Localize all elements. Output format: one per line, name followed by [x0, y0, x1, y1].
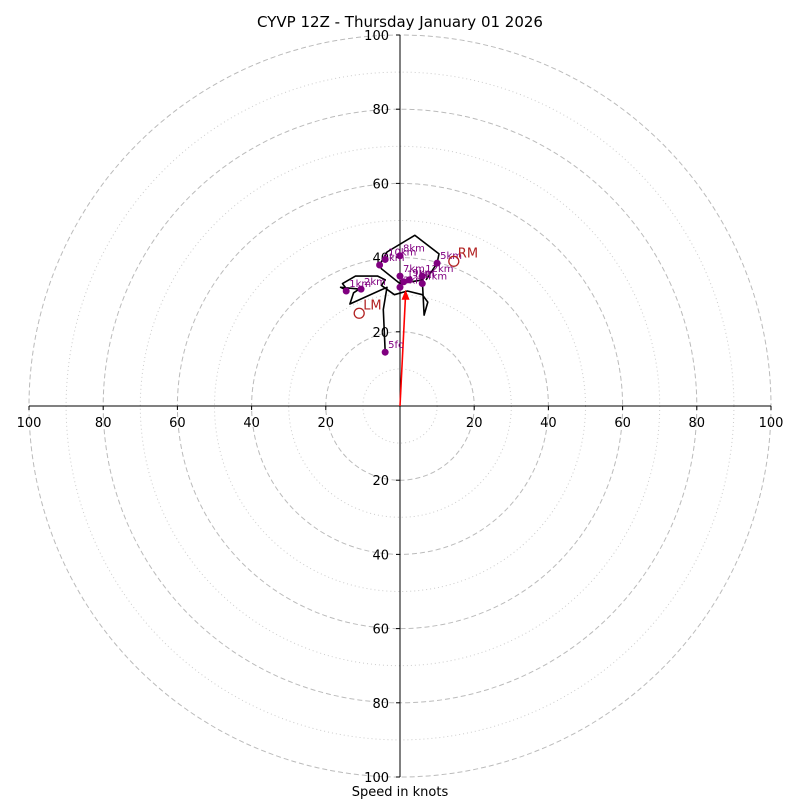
- storm-motion-label: LM: [363, 298, 381, 313]
- height-point: [418, 280, 426, 288]
- mean-wind-arrow-shaft: [399, 294, 407, 407]
- height-label: 2km: [364, 277, 386, 288]
- x-tick-label: 20: [466, 416, 483, 431]
- y-tick-label: 20: [372, 326, 389, 341]
- x-tick-label: 80: [95, 416, 112, 431]
- height-point: [396, 272, 404, 280]
- y-tick-label: 100: [364, 29, 389, 44]
- height-point: [433, 259, 441, 267]
- height-point: [376, 261, 384, 269]
- x-tick-label: 20: [318, 416, 335, 431]
- height-label: 5fc: [388, 340, 403, 351]
- height-point: [357, 285, 365, 293]
- height-point: [381, 348, 389, 356]
- height-point: [418, 272, 426, 280]
- storm-motion-point: [353, 307, 365, 319]
- y-tick-label: 80: [372, 103, 389, 118]
- y-tick-label: 40: [372, 548, 389, 563]
- y-tick-label: 60: [372, 623, 389, 638]
- height-point: [342, 287, 350, 295]
- height-label: 10km: [388, 247, 416, 258]
- height-point: [405, 276, 413, 284]
- y-tick-label: 20: [372, 474, 389, 489]
- y-tick-label: 60: [372, 177, 389, 192]
- height-label: 1km: [349, 279, 371, 290]
- x-tick-label: 60: [614, 416, 631, 431]
- height-point: [381, 255, 389, 263]
- x-tick-label: 100: [759, 416, 784, 431]
- chart-title: CYVP 12Z - Thursday January 01 2026: [257, 13, 543, 31]
- height-label: 12km: [425, 264, 453, 275]
- x-tick-label: 40: [243, 416, 260, 431]
- y-tick-label: 80: [372, 697, 389, 712]
- height-label: 3km: [403, 275, 425, 286]
- storm-motion-markers: RM LM: [353, 246, 478, 319]
- height-label: 8km: [403, 244, 425, 255]
- x-tick-label: 40: [540, 416, 557, 431]
- height-point: [396, 283, 404, 291]
- height-label: 7km: [403, 264, 425, 275]
- storm-motion-label: RM: [458, 246, 478, 261]
- mean-wind-vector: [399, 289, 410, 407]
- height-point: [400, 278, 408, 286]
- x-tick-label: 80: [689, 416, 706, 431]
- height-point: [396, 252, 404, 260]
- x-axis-label: Speed in knots: [352, 785, 449, 800]
- y-tick-label: 100: [364, 771, 389, 786]
- x-tick-label: 100: [17, 416, 42, 431]
- x-tick-label: 60: [169, 416, 186, 431]
- mean-wind-arrow-head: [401, 289, 410, 300]
- storm-motion-point: [448, 255, 460, 267]
- height-label: 6km: [383, 253, 405, 264]
- height-label: 4km: [425, 272, 447, 283]
